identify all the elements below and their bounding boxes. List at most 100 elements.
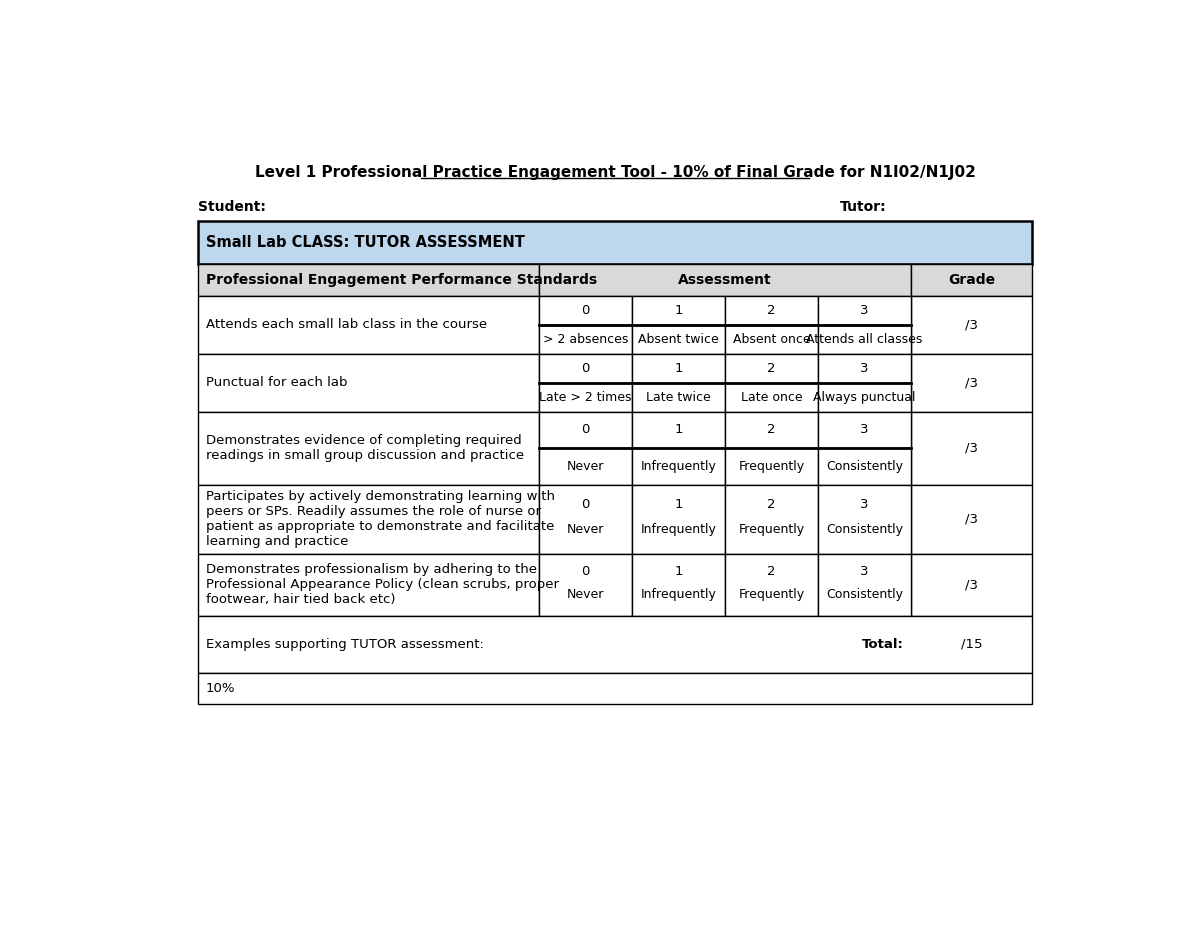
Bar xyxy=(725,412,818,448)
Bar xyxy=(818,296,911,325)
Bar xyxy=(911,354,1032,412)
Bar xyxy=(818,412,911,448)
Text: Student:: Student: xyxy=(198,200,266,214)
Text: 1: 1 xyxy=(674,498,683,511)
Text: 2: 2 xyxy=(767,362,776,375)
Text: 0: 0 xyxy=(581,565,589,578)
Bar xyxy=(198,554,539,616)
Bar xyxy=(725,383,818,412)
Text: Late twice: Late twice xyxy=(646,390,710,403)
Bar xyxy=(632,448,725,485)
Text: 2: 2 xyxy=(767,304,776,317)
Bar xyxy=(198,296,539,354)
Text: /15: /15 xyxy=(961,638,983,651)
Text: Absent twice: Absent twice xyxy=(638,333,719,346)
Text: 3: 3 xyxy=(860,498,869,511)
Bar xyxy=(725,354,818,383)
Bar xyxy=(539,325,632,354)
Text: /3: /3 xyxy=(965,513,978,526)
Text: /3: /3 xyxy=(965,441,978,454)
Text: 3: 3 xyxy=(860,362,869,375)
Bar xyxy=(198,673,1032,705)
Text: 3: 3 xyxy=(860,565,869,578)
Text: /3: /3 xyxy=(965,376,978,389)
Text: 1: 1 xyxy=(674,565,683,578)
Bar xyxy=(539,354,632,383)
Bar xyxy=(198,222,1032,263)
Text: Assessment: Assessment xyxy=(678,273,772,286)
Bar xyxy=(725,325,818,354)
Text: Never: Never xyxy=(566,460,605,473)
Bar xyxy=(911,263,1032,296)
Text: 1: 1 xyxy=(674,424,683,437)
Text: Frequently: Frequently xyxy=(738,588,805,601)
Bar xyxy=(818,554,911,616)
Bar xyxy=(818,354,911,383)
Text: 2: 2 xyxy=(767,498,776,511)
Text: Demonstrates professionalism by adhering to the
Professional Appearance Policy (: Demonstrates professionalism by adhering… xyxy=(206,564,559,606)
Text: Absent once: Absent once xyxy=(733,333,810,346)
Bar xyxy=(539,485,632,554)
Text: Late once: Late once xyxy=(740,390,803,403)
Bar xyxy=(632,554,725,616)
Text: 3: 3 xyxy=(860,304,869,317)
Text: Attends each small lab class in the course: Attends each small lab class in the cour… xyxy=(206,318,487,332)
Text: Participates by actively demonstrating learning with
peers or SPs. Readily assum: Participates by actively demonstrating l… xyxy=(206,490,554,549)
Text: 1: 1 xyxy=(674,362,683,375)
Text: Tutor:: Tutor: xyxy=(840,200,887,214)
Text: Always punctual: Always punctual xyxy=(814,390,916,403)
Text: Small Lab CLASS: TUTOR ASSESSMENT: Small Lab CLASS: TUTOR ASSESSMENT xyxy=(206,235,524,250)
Bar xyxy=(911,485,1032,554)
Text: Late > 2 times: Late > 2 times xyxy=(539,390,631,403)
Bar xyxy=(539,263,911,296)
Text: Frequently: Frequently xyxy=(738,460,805,473)
Text: Punctual for each lab: Punctual for each lab xyxy=(206,376,347,389)
Text: Total:: Total: xyxy=(862,638,904,651)
Bar xyxy=(911,296,1032,354)
Bar xyxy=(198,354,539,412)
Text: Infrequently: Infrequently xyxy=(641,588,716,601)
Bar xyxy=(632,354,725,383)
Text: 0: 0 xyxy=(581,424,589,437)
Text: Examples supporting TUTOR assessment:: Examples supporting TUTOR assessment: xyxy=(206,638,484,651)
Text: 2: 2 xyxy=(767,424,776,437)
Text: Never: Never xyxy=(566,588,605,601)
Bar xyxy=(198,485,539,554)
Bar xyxy=(818,448,911,485)
Bar xyxy=(632,296,725,325)
Bar xyxy=(539,412,632,448)
Bar xyxy=(725,485,818,554)
Bar xyxy=(539,554,632,616)
Text: Grade: Grade xyxy=(948,273,995,286)
Text: 10%: 10% xyxy=(206,682,235,695)
Text: 0: 0 xyxy=(581,362,589,375)
Bar xyxy=(198,616,1032,673)
Bar xyxy=(911,412,1032,485)
Text: Frequently: Frequently xyxy=(738,523,805,536)
Text: /3: /3 xyxy=(965,318,978,332)
Text: Demonstrates evidence of completing required
readings in small group discussion : Demonstrates evidence of completing requ… xyxy=(206,434,524,463)
Bar xyxy=(632,485,725,554)
Text: 1: 1 xyxy=(674,304,683,317)
Bar xyxy=(539,296,632,325)
Text: Never: Never xyxy=(566,523,605,536)
Text: /3: /3 xyxy=(965,578,978,591)
Text: > 2 absences: > 2 absences xyxy=(542,333,629,346)
Bar xyxy=(632,383,725,412)
Bar xyxy=(198,412,539,485)
Text: Consistently: Consistently xyxy=(826,588,904,601)
Bar xyxy=(539,448,632,485)
Bar xyxy=(539,383,632,412)
Bar xyxy=(632,325,725,354)
Bar xyxy=(198,263,539,296)
Bar xyxy=(911,554,1032,616)
Bar xyxy=(818,383,911,412)
Bar xyxy=(632,412,725,448)
Bar xyxy=(725,448,818,485)
Text: Consistently: Consistently xyxy=(826,460,904,473)
Text: 2: 2 xyxy=(767,565,776,578)
Bar xyxy=(725,554,818,616)
Bar xyxy=(818,485,911,554)
Text: Professional Engagement Performance Standards: Professional Engagement Performance Stan… xyxy=(206,273,596,286)
Text: Level 1 Professional Practice Engagement Tool - 10% of Final Grade for N1I02/N1J: Level 1 Professional Practice Engagement… xyxy=(254,165,976,181)
